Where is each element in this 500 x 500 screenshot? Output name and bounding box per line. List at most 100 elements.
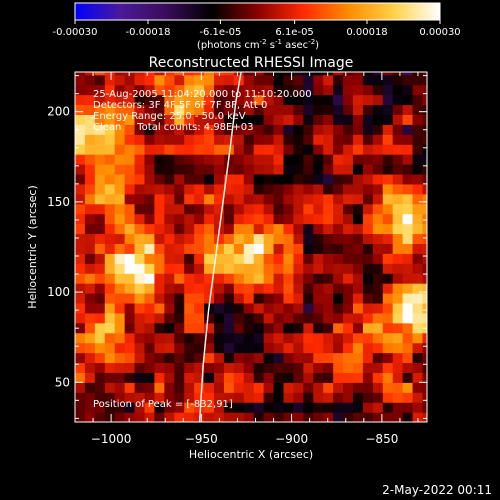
heatmap-cell — [412, 392, 424, 403]
heatmap-cell — [174, 372, 185, 383]
heatmap-cell — [194, 243, 205, 254]
heatmap-cell — [213, 74, 225, 86]
heatmap-cell — [352, 302, 364, 314]
heatmap-cell — [253, 183, 265, 195]
heatmap-cell — [144, 72, 156, 76]
heatmap-cell — [402, 293, 414, 304]
heatmap-cell — [382, 263, 394, 274]
heatmap-cell — [372, 72, 384, 76]
heatmap-cell — [253, 372, 265, 383]
heatmap-cell — [114, 253, 126, 264]
heatmap-cell — [174, 104, 185, 115]
heatmap-cell — [194, 203, 205, 215]
heatmap-cell — [343, 144, 354, 155]
heatmap-cell — [114, 382, 126, 393]
heatmap-cell — [303, 74, 314, 86]
heatmap-cell — [84, 283, 96, 294]
heatmap-cell — [124, 382, 136, 393]
heatmap-cell — [412, 223, 424, 235]
heatmap-cell — [273, 293, 285, 304]
heatmap-cell — [263, 213, 275, 225]
heatmap-cell — [94, 352, 106, 364]
heatmap-cell — [283, 293, 295, 304]
heatmap-cell — [94, 253, 106, 264]
heatmap-cell — [372, 263, 384, 274]
heatmap-cell — [194, 263, 205, 274]
heatmap-cell — [323, 84, 334, 96]
colorbar-tick-label: -0.00018 — [126, 27, 171, 38]
heatmap-cell — [84, 193, 96, 205]
heatmap-cell — [412, 213, 424, 225]
heatmap-cell — [382, 134, 394, 145]
heatmap-cell — [372, 154, 384, 165]
heatmap-cell — [392, 243, 404, 254]
heatmap-cell — [402, 134, 414, 145]
heatmap-cell — [422, 362, 427, 373]
heatmap-cell — [392, 134, 404, 145]
heatmap-cell — [382, 243, 394, 254]
heatmap-cell — [283, 352, 295, 364]
heatmap-cell — [263, 362, 275, 373]
heatmap-cell — [412, 382, 424, 393]
heatmap-cell — [343, 392, 354, 403]
heatmap-cell — [273, 342, 285, 354]
heatmap-cell — [94, 233, 106, 244]
heatmap-cell — [164, 144, 175, 155]
heatmap-cell — [223, 402, 235, 413]
heatmap-cell — [402, 273, 414, 284]
heatmap-cell — [233, 312, 245, 324]
heatmap-cell — [233, 193, 245, 205]
heatmap-cell — [104, 392, 116, 403]
heatmap-cell — [372, 114, 384, 125]
heatmap-cell — [104, 223, 116, 235]
heatmap-cell — [174, 84, 185, 96]
heatmap-cell — [104, 382, 116, 393]
heatmap-cell — [184, 193, 195, 205]
heatmap-cell — [303, 84, 314, 96]
heatmap-cell — [243, 223, 255, 235]
heatmap-cell — [352, 293, 364, 304]
heatmap-cell — [323, 164, 334, 175]
heatmap-cell — [323, 72, 334, 76]
heatmap-cell — [223, 164, 235, 175]
heatmap-cell — [84, 124, 96, 135]
heatmap-cell — [323, 342, 334, 354]
heatmap-cell — [174, 273, 185, 284]
heatmap-cell — [263, 203, 275, 215]
heatmap-cell — [233, 392, 245, 403]
heatmap-cell — [313, 293, 324, 304]
heatmap-cell — [124, 312, 136, 324]
heatmap-cell — [243, 84, 255, 96]
heatmap-cell — [333, 213, 344, 225]
heatmap-cell — [253, 74, 265, 86]
heatmap-cell — [104, 164, 116, 175]
heatmap-cell — [263, 164, 275, 175]
heatmap-cell — [174, 72, 185, 76]
heatmap-cell — [243, 74, 255, 86]
heatmap-cell — [233, 342, 245, 354]
heatmap-cell — [303, 392, 314, 403]
heatmap-cell — [144, 312, 156, 324]
heatmap-cell — [84, 74, 96, 86]
heatmap-cell — [273, 392, 285, 403]
heatmap-cell — [184, 342, 195, 354]
heatmap-cell — [94, 382, 106, 393]
heatmap-cell — [154, 74, 165, 86]
heatmap-cell — [194, 104, 205, 115]
heatmap-cell — [263, 332, 275, 344]
heatmap-cell — [154, 352, 165, 364]
heatmap-cell — [352, 223, 364, 235]
heatmap-cell — [303, 94, 314, 106]
heatmap-cell — [114, 144, 126, 155]
heatmap-cell — [412, 164, 424, 175]
heatmap-cell — [323, 263, 334, 274]
heatmap-cell — [422, 392, 427, 403]
heatmap-cell — [164, 173, 175, 185]
heatmap-cell — [204, 342, 215, 354]
heatmap-cell — [223, 273, 235, 284]
heatmap-cell — [134, 213, 146, 225]
heatmap-cell — [263, 124, 275, 135]
heatmap-cell — [134, 283, 146, 294]
heatmap-cell — [144, 283, 156, 294]
heatmap-cell — [362, 144, 374, 155]
